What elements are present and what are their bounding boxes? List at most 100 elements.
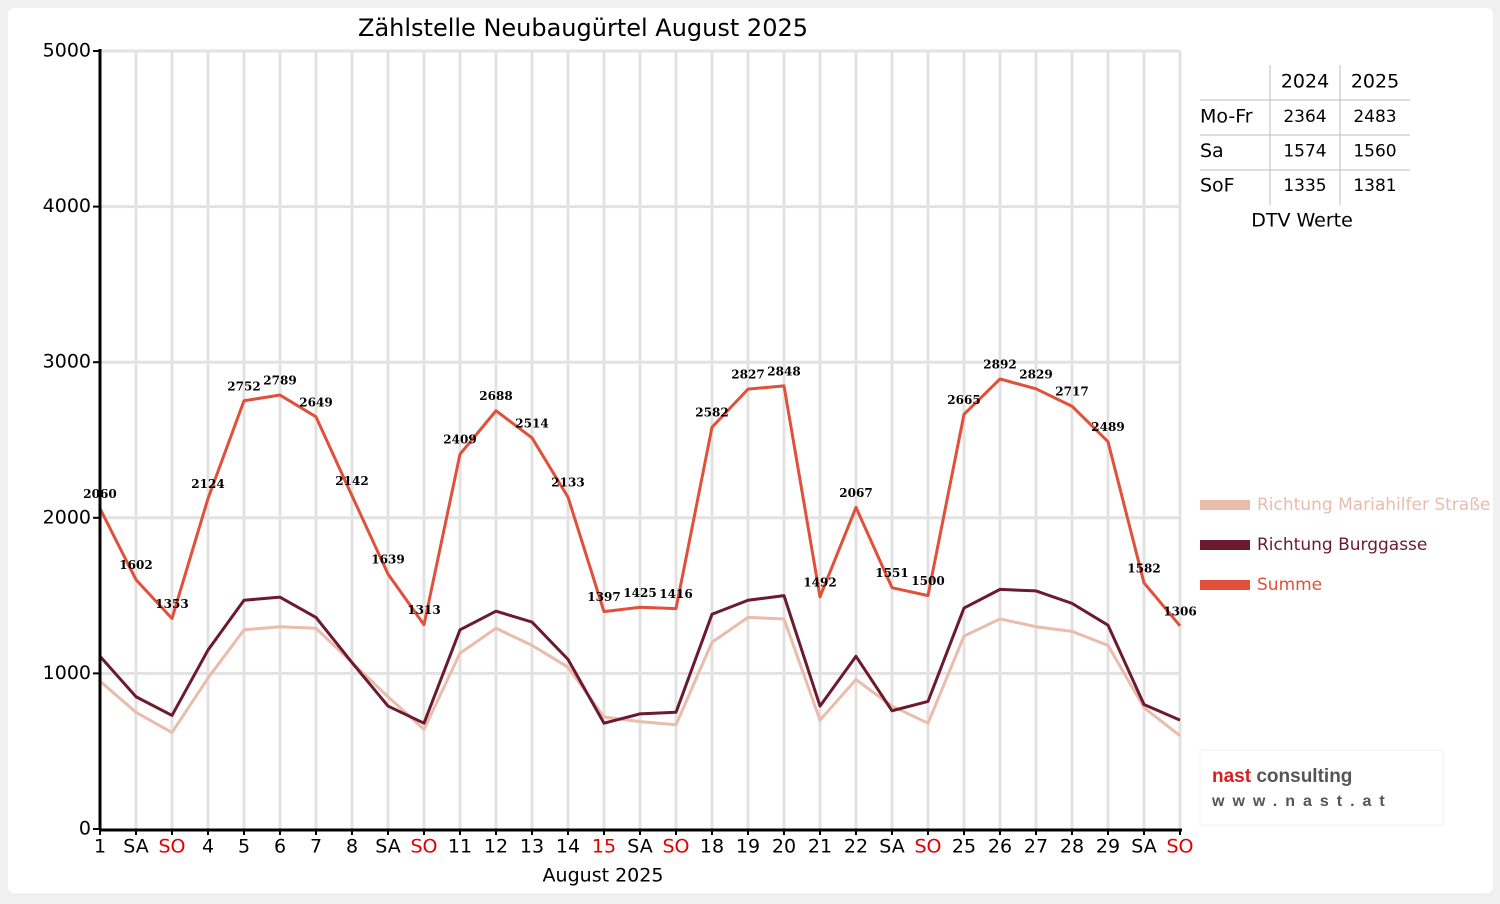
table-cell: 1335 [1283, 176, 1326, 196]
logo-suffix: consulting [1256, 766, 1352, 787]
data-label: 1582 [1127, 561, 1160, 575]
x-tick-label: SA [1131, 836, 1156, 858]
x-tick-label: SA [375, 836, 400, 858]
table-cell: 2364 [1283, 107, 1326, 127]
lines [98, 377, 1182, 737]
grid [100, 49, 1182, 829]
x-tick-label: 15 [592, 836, 616, 858]
data-label: 2717 [1055, 385, 1088, 399]
x-tick-label: 13 [520, 836, 544, 858]
data-label: 1602 [119, 558, 152, 572]
table-header: 2024 [1281, 71, 1329, 93]
x-tick-label: 21 [808, 836, 832, 858]
x-tick-label: 29 [1096, 836, 1120, 858]
x-tick-label: SO [1166, 836, 1193, 858]
x-tick-label: 8 [346, 836, 358, 858]
series-line [99, 615, 1181, 737]
data-label: 2649 [299, 395, 332, 409]
x-tick-label: SO [158, 836, 185, 858]
x-tick-label: 11 [448, 836, 472, 858]
data-label: 1306 [1163, 604, 1196, 618]
legend-label: Summe [1257, 575, 1322, 595]
table-row-label: SoF [1200, 175, 1235, 197]
legend-label: Richtung Burggasse [1257, 535, 1427, 555]
x-tick-label: 4 [202, 836, 214, 858]
data-label: 1353 [155, 597, 188, 611]
table-cell: 2483 [1353, 107, 1396, 127]
x-axis-label: August 2025 [543, 865, 664, 887]
legend: Richtung Mariahilfer Straße Richtung Burg… [1200, 495, 1490, 595]
table-cell: 1560 [1353, 142, 1396, 162]
table-caption: DTV Werte [1251, 210, 1353, 232]
table-row-label: Mo-Fr [1200, 106, 1253, 128]
y-tick-label: 3000 [43, 351, 91, 373]
x-tick-label: SO [410, 836, 437, 858]
legend-swatch [1200, 500, 1250, 510]
data-label: 2665 [947, 393, 980, 407]
x-tick-label: 18 [700, 836, 724, 858]
data-label: 1639 [371, 552, 404, 566]
data-label: 1425 [623, 586, 656, 600]
y-tick-label: 5000 [43, 40, 91, 62]
x-tick-label: SA [627, 836, 652, 858]
logo: nast consulting [1212, 766, 1352, 787]
x-tick-label: 12 [484, 836, 508, 858]
legend-label: Richtung Mariahilfer Straße [1257, 495, 1490, 515]
series-line [98, 377, 1182, 627]
data-label: 1397 [587, 590, 620, 604]
x-tick-label: 28 [1060, 836, 1084, 858]
data-label: 2829 [1019, 367, 1052, 381]
x-tick-label: 7 [310, 836, 322, 858]
data-label: 2514 [515, 416, 548, 430]
x-tick-label: SA [879, 836, 904, 858]
table-cell: 1574 [1283, 142, 1326, 162]
data-label: 2133 [551, 476, 584, 490]
x-tick-label: 19 [736, 836, 760, 858]
data-label: 1551 [875, 566, 908, 580]
data-label: 2067 [839, 486, 872, 500]
x-tick-label: 5 [238, 836, 250, 858]
x-tick-label: 26 [988, 836, 1012, 858]
x-tick-label: 27 [1024, 836, 1048, 858]
x-tick-label: 14 [556, 836, 580, 858]
data-label: 2142 [335, 474, 368, 488]
chart-title: Zählstelle Neubaugürtel August 2025 [358, 14, 808, 42]
x-tick-label: 1 [94, 836, 106, 858]
x-tick-label: 20 [772, 836, 796, 858]
y-tick-label: 4000 [43, 195, 91, 217]
y-tick-label: 0 [79, 818, 91, 840]
y-tick-label: 2000 [43, 506, 91, 528]
data-label: 1313 [407, 603, 440, 617]
data-label: 2848 [767, 364, 800, 378]
table-header: 2025 [1351, 71, 1399, 93]
logo-box [1199, 749, 1444, 826]
data-label: 1500 [911, 574, 944, 588]
data-label: 2582 [695, 406, 728, 420]
legend-swatch [1200, 540, 1250, 550]
logo-url: www.nast.at [1211, 793, 1393, 810]
data-label: 2892 [983, 358, 1016, 372]
x-tick-label: 25 [952, 836, 976, 858]
data-label: 2124 [191, 477, 224, 491]
data-label: 2827 [731, 368, 764, 382]
data-label: 2409 [443, 433, 476, 447]
table-cell: 1381 [1353, 176, 1396, 196]
dtv-table: 2024 2025 Mo-Fr 2364 2483 Sa 1574 1560 SoF 1335 13… [1200, 65, 1410, 232]
series-line [98, 587, 1181, 725]
data-label: 2752 [227, 379, 260, 393]
table-row-label: Sa [1200, 140, 1224, 162]
data-label: 1416 [659, 587, 692, 601]
x-tick-label: 6 [274, 836, 286, 858]
x-tick-label: SO [914, 836, 941, 858]
logo-brand: nast [1212, 766, 1252, 787]
x-tick-label: SO [662, 836, 689, 858]
y-tick-label: 1000 [43, 662, 91, 684]
data-label: 2489 [1091, 420, 1124, 434]
data-label: 2688 [479, 389, 512, 403]
data-labels: 2060160213532124275227892649214216391313… [83, 358, 1196, 619]
x-tick-label: SA [123, 836, 148, 858]
x-tick-label: 22 [844, 836, 868, 858]
data-label: 2789 [263, 374, 296, 388]
data-label: 1492 [803, 575, 836, 589]
